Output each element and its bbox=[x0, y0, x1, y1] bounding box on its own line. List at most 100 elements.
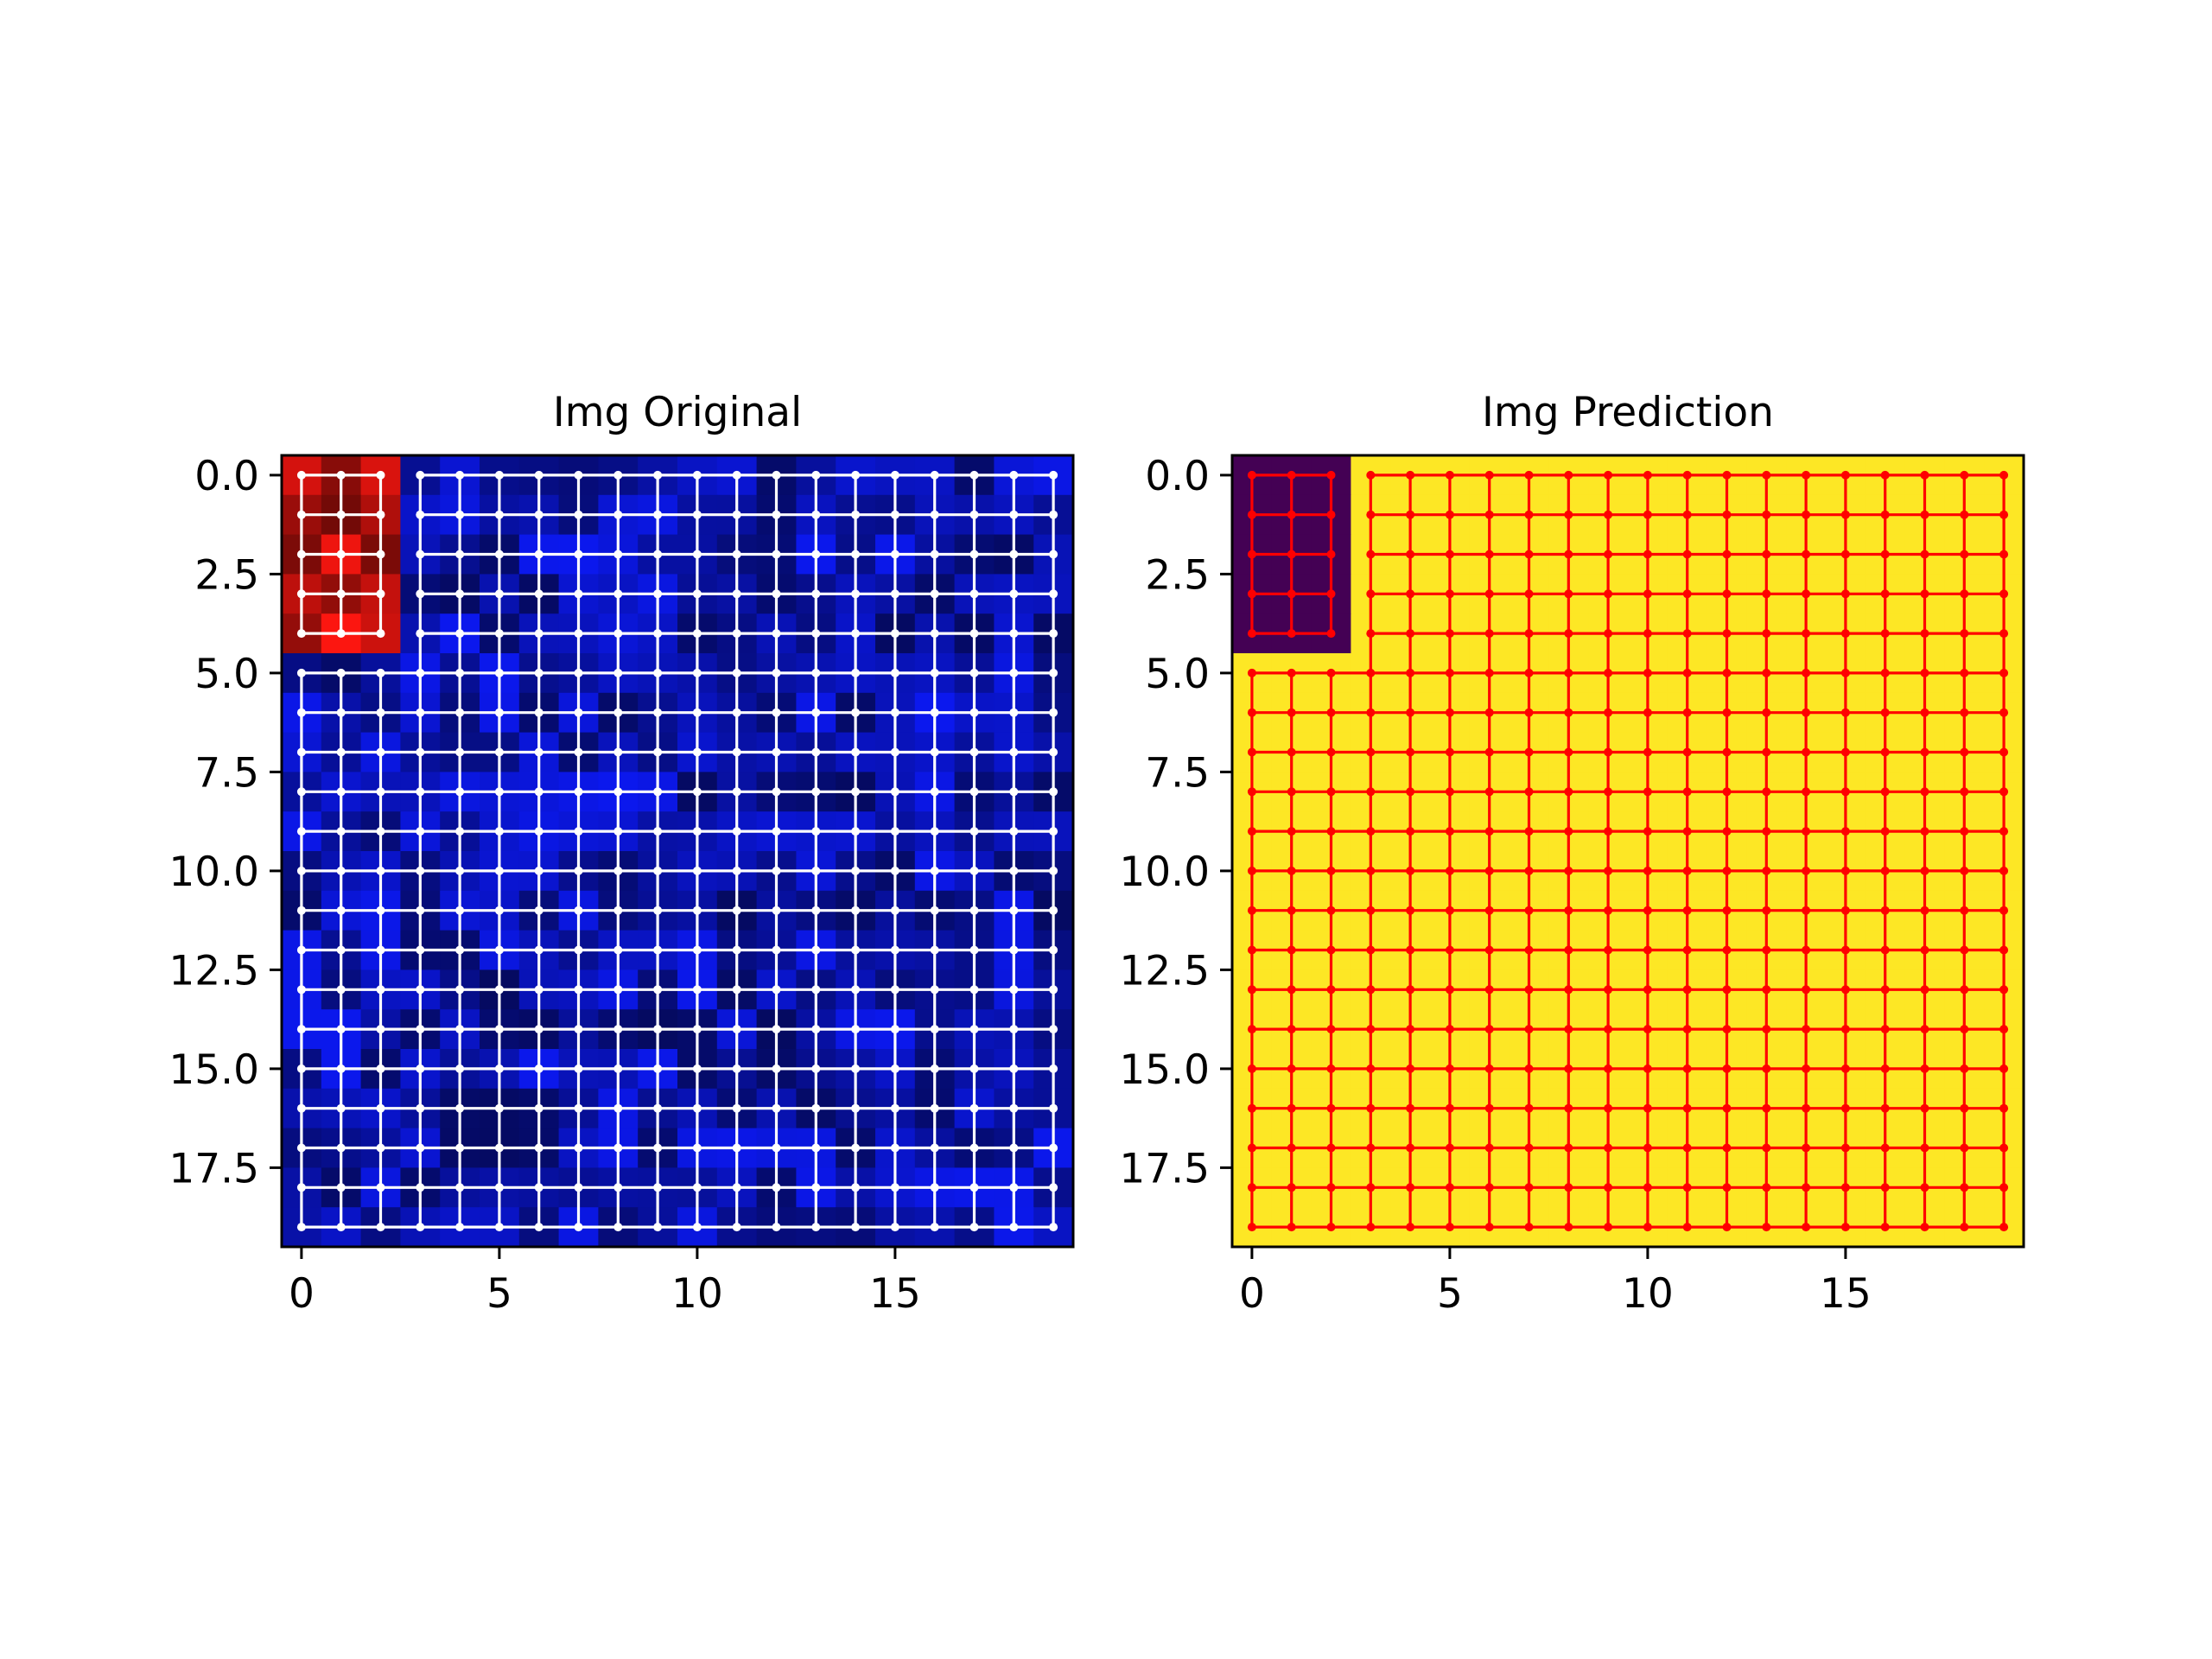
graph-node bbox=[1722, 866, 1732, 875]
graph-node bbox=[969, 1025, 979, 1034]
graph-node bbox=[494, 1025, 504, 1034]
axes-frame bbox=[280, 454, 1075, 1249]
graph-node bbox=[930, 747, 939, 757]
graph-node bbox=[1643, 827, 1652, 836]
graph-node bbox=[574, 629, 583, 639]
graph-nodes bbox=[296, 470, 1058, 1232]
graph-node bbox=[772, 1143, 781, 1153]
graph-node bbox=[1445, 470, 1454, 480]
graph-node bbox=[1564, 827, 1573, 836]
graph-node bbox=[1287, 906, 1296, 915]
graph-node bbox=[1880, 787, 1890, 797]
graph-node bbox=[890, 747, 899, 757]
graph-node bbox=[1445, 1223, 1454, 1232]
graph-node bbox=[416, 1183, 425, 1192]
graph-node bbox=[1880, 510, 1890, 519]
graph-node bbox=[534, 945, 543, 955]
graph-node bbox=[494, 787, 504, 797]
graph-node bbox=[890, 470, 899, 480]
graph-node bbox=[1999, 629, 2009, 639]
graph-node bbox=[1960, 589, 1969, 599]
graph-node bbox=[811, 550, 821, 559]
graph-node bbox=[416, 1103, 425, 1113]
graph-node bbox=[1524, 1143, 1534, 1153]
graph-node bbox=[732, 1103, 741, 1113]
graph-node bbox=[613, 787, 623, 797]
graph-node bbox=[534, 1025, 543, 1034]
graph-node bbox=[1920, 945, 1929, 955]
graph-node bbox=[1960, 1183, 1969, 1192]
graph-node bbox=[1445, 906, 1454, 915]
graph-node bbox=[692, 668, 702, 677]
graph-node bbox=[376, 1183, 385, 1192]
graph-node bbox=[1247, 747, 1256, 757]
graph-node bbox=[494, 668, 504, 677]
graph-node bbox=[1802, 1143, 1811, 1153]
graph-node bbox=[1840, 1025, 1850, 1034]
graph-node bbox=[1366, 747, 1376, 757]
y-tick-label: 17.5 bbox=[168, 1145, 259, 1192]
graph-node bbox=[890, 1064, 899, 1073]
graph-node bbox=[1484, 1025, 1494, 1034]
graph-node bbox=[1960, 470, 1969, 480]
y-tick-label: 5.0 bbox=[1145, 651, 1210, 698]
graph-node bbox=[1326, 629, 1336, 639]
graph-node bbox=[1999, 589, 2009, 599]
graph-node bbox=[613, 1103, 623, 1113]
graph-node bbox=[1247, 668, 1256, 677]
graph-node bbox=[1960, 1025, 1969, 1034]
graph-node bbox=[851, 866, 861, 875]
graph-node bbox=[1247, 1183, 1256, 1192]
graph-node bbox=[1287, 470, 1296, 480]
graph-node bbox=[1406, 945, 1415, 955]
graph-node bbox=[336, 906, 346, 915]
graph-node bbox=[1445, 827, 1454, 836]
graph-node bbox=[1445, 1064, 1454, 1073]
graph-node bbox=[1287, 550, 1296, 559]
graph-node bbox=[1406, 708, 1415, 717]
graph-node bbox=[772, 1183, 781, 1192]
graph-node bbox=[574, 1103, 583, 1113]
graph-node bbox=[1287, 510, 1296, 519]
graph-node bbox=[455, 550, 465, 559]
y-tick-label: 2.5 bbox=[194, 551, 259, 599]
graph-node bbox=[1802, 945, 1811, 955]
graph-node bbox=[1247, 1223, 1256, 1232]
graph-node bbox=[1009, 1223, 1019, 1232]
graph-node bbox=[1880, 1064, 1890, 1073]
graph-node bbox=[1840, 747, 1850, 757]
graph-node bbox=[772, 827, 781, 836]
graph-node bbox=[1049, 945, 1058, 955]
graph-node bbox=[1009, 470, 1019, 480]
graph-node bbox=[1880, 985, 1890, 995]
graph-node bbox=[1049, 787, 1058, 797]
graph-node bbox=[613, 985, 623, 995]
graph-node bbox=[930, 866, 939, 875]
graph-node bbox=[1762, 787, 1771, 797]
graph-node bbox=[1247, 550, 1256, 559]
graph-node bbox=[455, 1143, 465, 1153]
graph-node bbox=[613, 906, 623, 915]
graph-node bbox=[455, 589, 465, 599]
graph-node bbox=[574, 1183, 583, 1192]
graph-node bbox=[574, 945, 583, 955]
graph-node bbox=[1366, 470, 1376, 480]
graph-node bbox=[930, 470, 939, 480]
graph-node bbox=[1524, 985, 1534, 995]
graph-node bbox=[969, 985, 979, 995]
graph-node bbox=[416, 1025, 425, 1034]
graph-node bbox=[613, 589, 623, 599]
graph-node bbox=[692, 1183, 702, 1192]
graph-node bbox=[851, 708, 861, 717]
graph-node bbox=[613, 708, 623, 717]
graph-node bbox=[574, 866, 583, 875]
graph-node bbox=[1880, 866, 1890, 875]
y-tick-label: 7.5 bbox=[1145, 749, 1210, 797]
graph-node bbox=[296, 747, 306, 757]
graph-node bbox=[494, 866, 504, 875]
graph-node bbox=[455, 1183, 465, 1192]
graph-node bbox=[653, 1103, 663, 1113]
graph-node bbox=[376, 1143, 385, 1153]
graph-node bbox=[969, 906, 979, 915]
graph-node bbox=[1762, 629, 1771, 639]
